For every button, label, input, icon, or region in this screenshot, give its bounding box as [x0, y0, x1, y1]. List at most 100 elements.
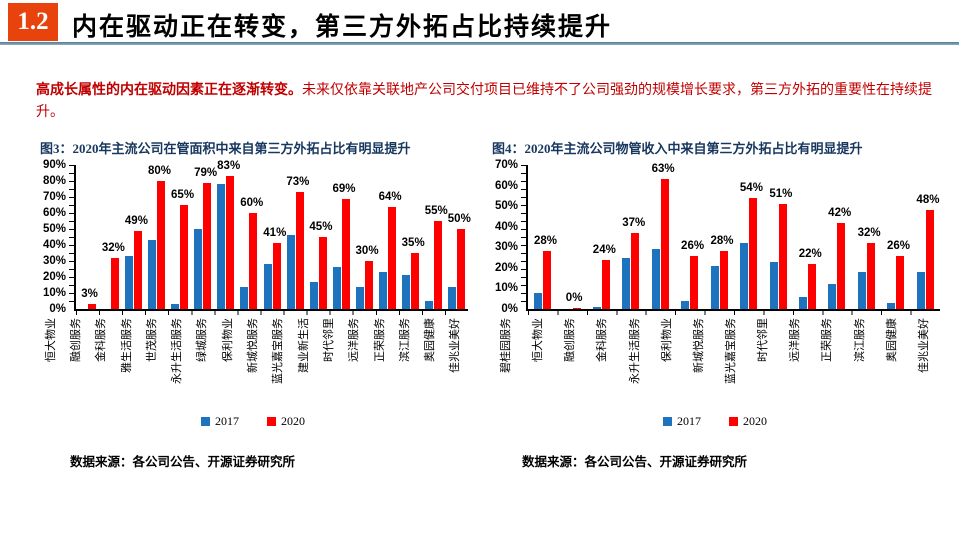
category-label: 正荣服务 [367, 316, 392, 404]
category-label: 正荣服务 [811, 316, 843, 404]
bar-2020 [410, 253, 419, 309]
category-label: 绿城服务 [190, 316, 215, 404]
bar-2020 [203, 182, 212, 309]
category-label-text: 金科服务 [596, 318, 609, 362]
intro-paragraph: 高成长属性的内在驱动因素正在逐渐转变。未来仅依靠关联地产公司交付项目已维持不了公… [36, 80, 936, 124]
bar-group: 35% [399, 165, 425, 309]
plot-bars: 3% 32% 49% 80% 65% 79% 83% 60% 41% 73% 45% 69% 30% 64… [76, 160, 471, 309]
category-label-text: 绿城服务 [196, 318, 209, 362]
page-title: 内在驱动正在转变，第三方外拓占比持续提升 [72, 14, 613, 41]
data-label: 32% [101, 241, 125, 254]
category-label: 融创服务 [63, 316, 88, 404]
bar-2020 [660, 179, 669, 309]
category-label-text: 时代邻里 [757, 318, 770, 362]
bar-2017 [828, 284, 837, 309]
legend-swatch-icon [663, 417, 672, 426]
bar-2017 [286, 235, 295, 309]
bar-2020 [180, 205, 189, 309]
bar-2017 [593, 306, 602, 309]
legend-item: 2020 [729, 414, 767, 429]
category-label-text: 佳兆业美好 [917, 318, 930, 373]
bar-2020 [433, 221, 442, 309]
bar-2020 [249, 213, 258, 309]
category-label: 恒大物业 [38, 316, 63, 404]
data-label: 22% [798, 247, 822, 260]
category-label-text: 远洋服务 [348, 318, 361, 362]
bar-2017 [740, 243, 749, 309]
category-label: 永升生活服务 [619, 316, 651, 404]
legend-label: 2020 [743, 414, 767, 428]
bar-2020 [111, 257, 120, 309]
y-tick-label: 50% [494, 200, 518, 213]
data-label: 35% [401, 237, 425, 249]
bar-2020 [226, 176, 235, 309]
y-axis: 90% 80% 70% 60% 50% 40% 30% 20% 10% 0% [38, 159, 74, 315]
bar-group: 55% [422, 165, 448, 309]
bar-2020 [572, 307, 581, 309]
bar-2017 [448, 286, 457, 309]
legend-swatch-icon [729, 417, 738, 426]
bar-2017 [148, 240, 157, 309]
section-number-badge: 1.2 [8, 3, 58, 41]
bar-2017 [217, 184, 226, 309]
bar-2020 [272, 243, 281, 309]
y-tick-label: 0% [501, 303, 518, 315]
category-label-text: 碧桂园服务 [500, 318, 513, 373]
bar-2020 [88, 304, 97, 309]
category-axis: 碧桂园服务 恒大物业 融创服务 金科服务 永升生活服务 保利物业 新城悦服务 蓝光嘉宝服务 时代… [490, 316, 940, 404]
category-label: 世茂服务 [139, 316, 164, 404]
bar-2020 [543, 251, 552, 309]
bar-2017 [263, 264, 272, 309]
bar-2020 [719, 251, 728, 309]
x-axis-ticks [528, 311, 940, 315]
category-label-text: 融创服务 [69, 318, 82, 362]
bar-2017 [378, 272, 387, 309]
bar-2020 [690, 255, 699, 309]
data-label: 55% [424, 205, 448, 217]
data-label: 3% [81, 288, 98, 301]
y-tick-label: 20% [42, 271, 66, 283]
header-divider [0, 42, 959, 45]
category-label-text: 奥园健康 [424, 318, 437, 362]
bar-2017 [424, 301, 433, 309]
category-label-text: 恒大物业 [532, 318, 545, 362]
bar-group: 24% [587, 165, 616, 309]
bar-2020 [778, 204, 787, 309]
bar-2020 [837, 222, 846, 309]
bar-2017 [171, 304, 180, 309]
y-tick-label: 90% [42, 159, 66, 171]
y-tick-label: 70% [42, 191, 66, 203]
category-label: 时代邻里 [747, 316, 779, 404]
legend-item: 2020 [267, 414, 305, 429]
category-label-text: 滨江服务 [853, 318, 866, 362]
category-label-text: 永升生活服务 [628, 318, 641, 384]
legend-swatch-icon [267, 417, 276, 426]
y-tick-label: 30% [42, 255, 66, 267]
bar-2017 [769, 261, 778, 309]
category-label-text: 佳兆业美好 [449, 318, 462, 373]
category-label-text: 新城悦服务 [692, 318, 705, 373]
bar-group: 51% [763, 165, 792, 309]
category-label-text: 正荣服务 [373, 318, 386, 362]
category-label-text: 新城悦服务 [247, 318, 260, 373]
bar-2020 [318, 237, 327, 309]
category-label: 建业新生活 [291, 316, 316, 404]
bar-2017 [916, 271, 925, 309]
category-label: 滨江服务 [844, 316, 876, 404]
bar-2020 [749, 197, 758, 309]
data-label: 65% [171, 189, 195, 201]
bar-2017 [401, 275, 410, 309]
category-label: 奥园健康 [876, 316, 908, 404]
bar-group: 65% [168, 165, 195, 309]
bar-2020 [808, 263, 816, 309]
source-note: 数据来源：各公司公告、开源证券研究所 [522, 455, 748, 469]
bar-group: 28% [705, 165, 734, 309]
chart-4-title: 图4：2020年主流公司物管收入中来自第三方外拓占比有明显提升 [492, 141, 863, 156]
y-tick-label: 20% [494, 261, 518, 274]
bar-group: 50% [445, 165, 471, 309]
category-label-text: 蓝光嘉宝服务 [272, 318, 285, 384]
bar-2017 [194, 229, 203, 309]
bar-2017 [355, 286, 364, 309]
bar-group: 49% [122, 165, 148, 309]
